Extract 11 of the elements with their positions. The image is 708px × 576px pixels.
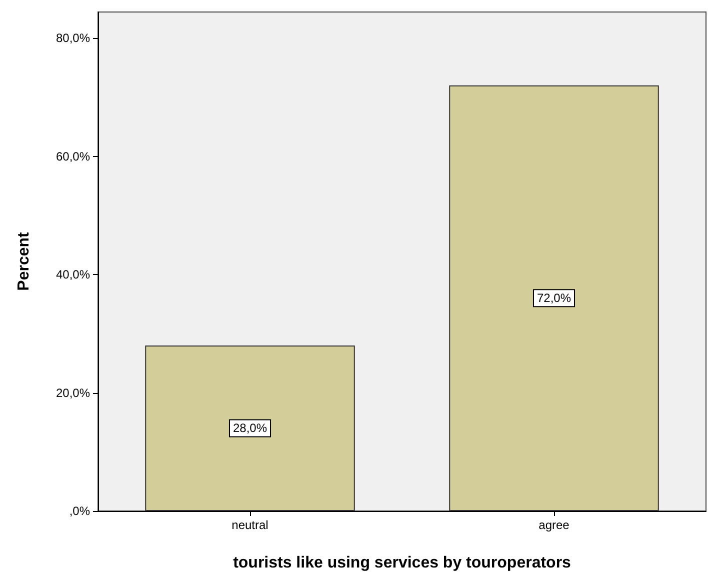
data-label: 72,0% xyxy=(536,291,572,306)
y-tick-label: 80,0% xyxy=(56,31,90,46)
y-tick-label: 20,0% xyxy=(56,386,90,400)
data-label: 28,0% xyxy=(232,421,268,436)
x-tick-label: agree xyxy=(538,518,570,532)
y-tick-label: 40,0% xyxy=(56,268,90,282)
y-axis-title: Percent xyxy=(16,231,32,291)
y-tick-label: 60,0% xyxy=(56,149,90,164)
y-tick-label: ,0% xyxy=(69,504,90,518)
x-tick-label: neutral xyxy=(232,518,268,532)
x-axis-title: tourists like using services by touroperators xyxy=(233,554,572,572)
